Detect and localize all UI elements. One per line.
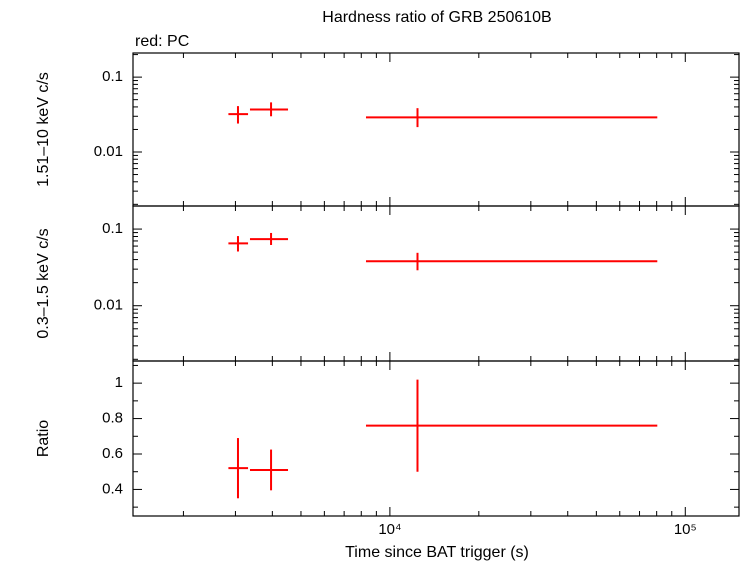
annotation: red: PC <box>135 33 189 50</box>
y-tick-label: 0.01 <box>94 297 123 314</box>
plot-frame <box>132 205 740 362</box>
y-tick-label: 1 <box>115 374 123 391</box>
y-axis-label: Ratio <box>35 420 52 457</box>
x-tick-label: 10⁴ <box>378 521 401 538</box>
plot-frame <box>132 360 740 517</box>
y-tick-label: 0.1 <box>102 220 123 237</box>
y-tick-label: 0.01 <box>94 143 123 160</box>
plot-frame <box>132 52 740 207</box>
y-tick-label: 0.6 <box>102 445 123 462</box>
chart-title: Hardness ratio of GRB 250610B <box>322 9 551 26</box>
y-tick-label: 0.8 <box>102 410 123 427</box>
y-tick-label: 0.4 <box>102 480 123 497</box>
x-axis-label: Time since BAT trigger (s) <box>345 544 529 561</box>
y-tick-label: 0.1 <box>102 68 123 85</box>
x-tick-label: 10⁵ <box>674 521 697 538</box>
y-axis-label: 1.51–10 keV c/s <box>35 72 52 187</box>
y-axis-label: 0.3–1.5 keV c/s <box>35 228 52 338</box>
